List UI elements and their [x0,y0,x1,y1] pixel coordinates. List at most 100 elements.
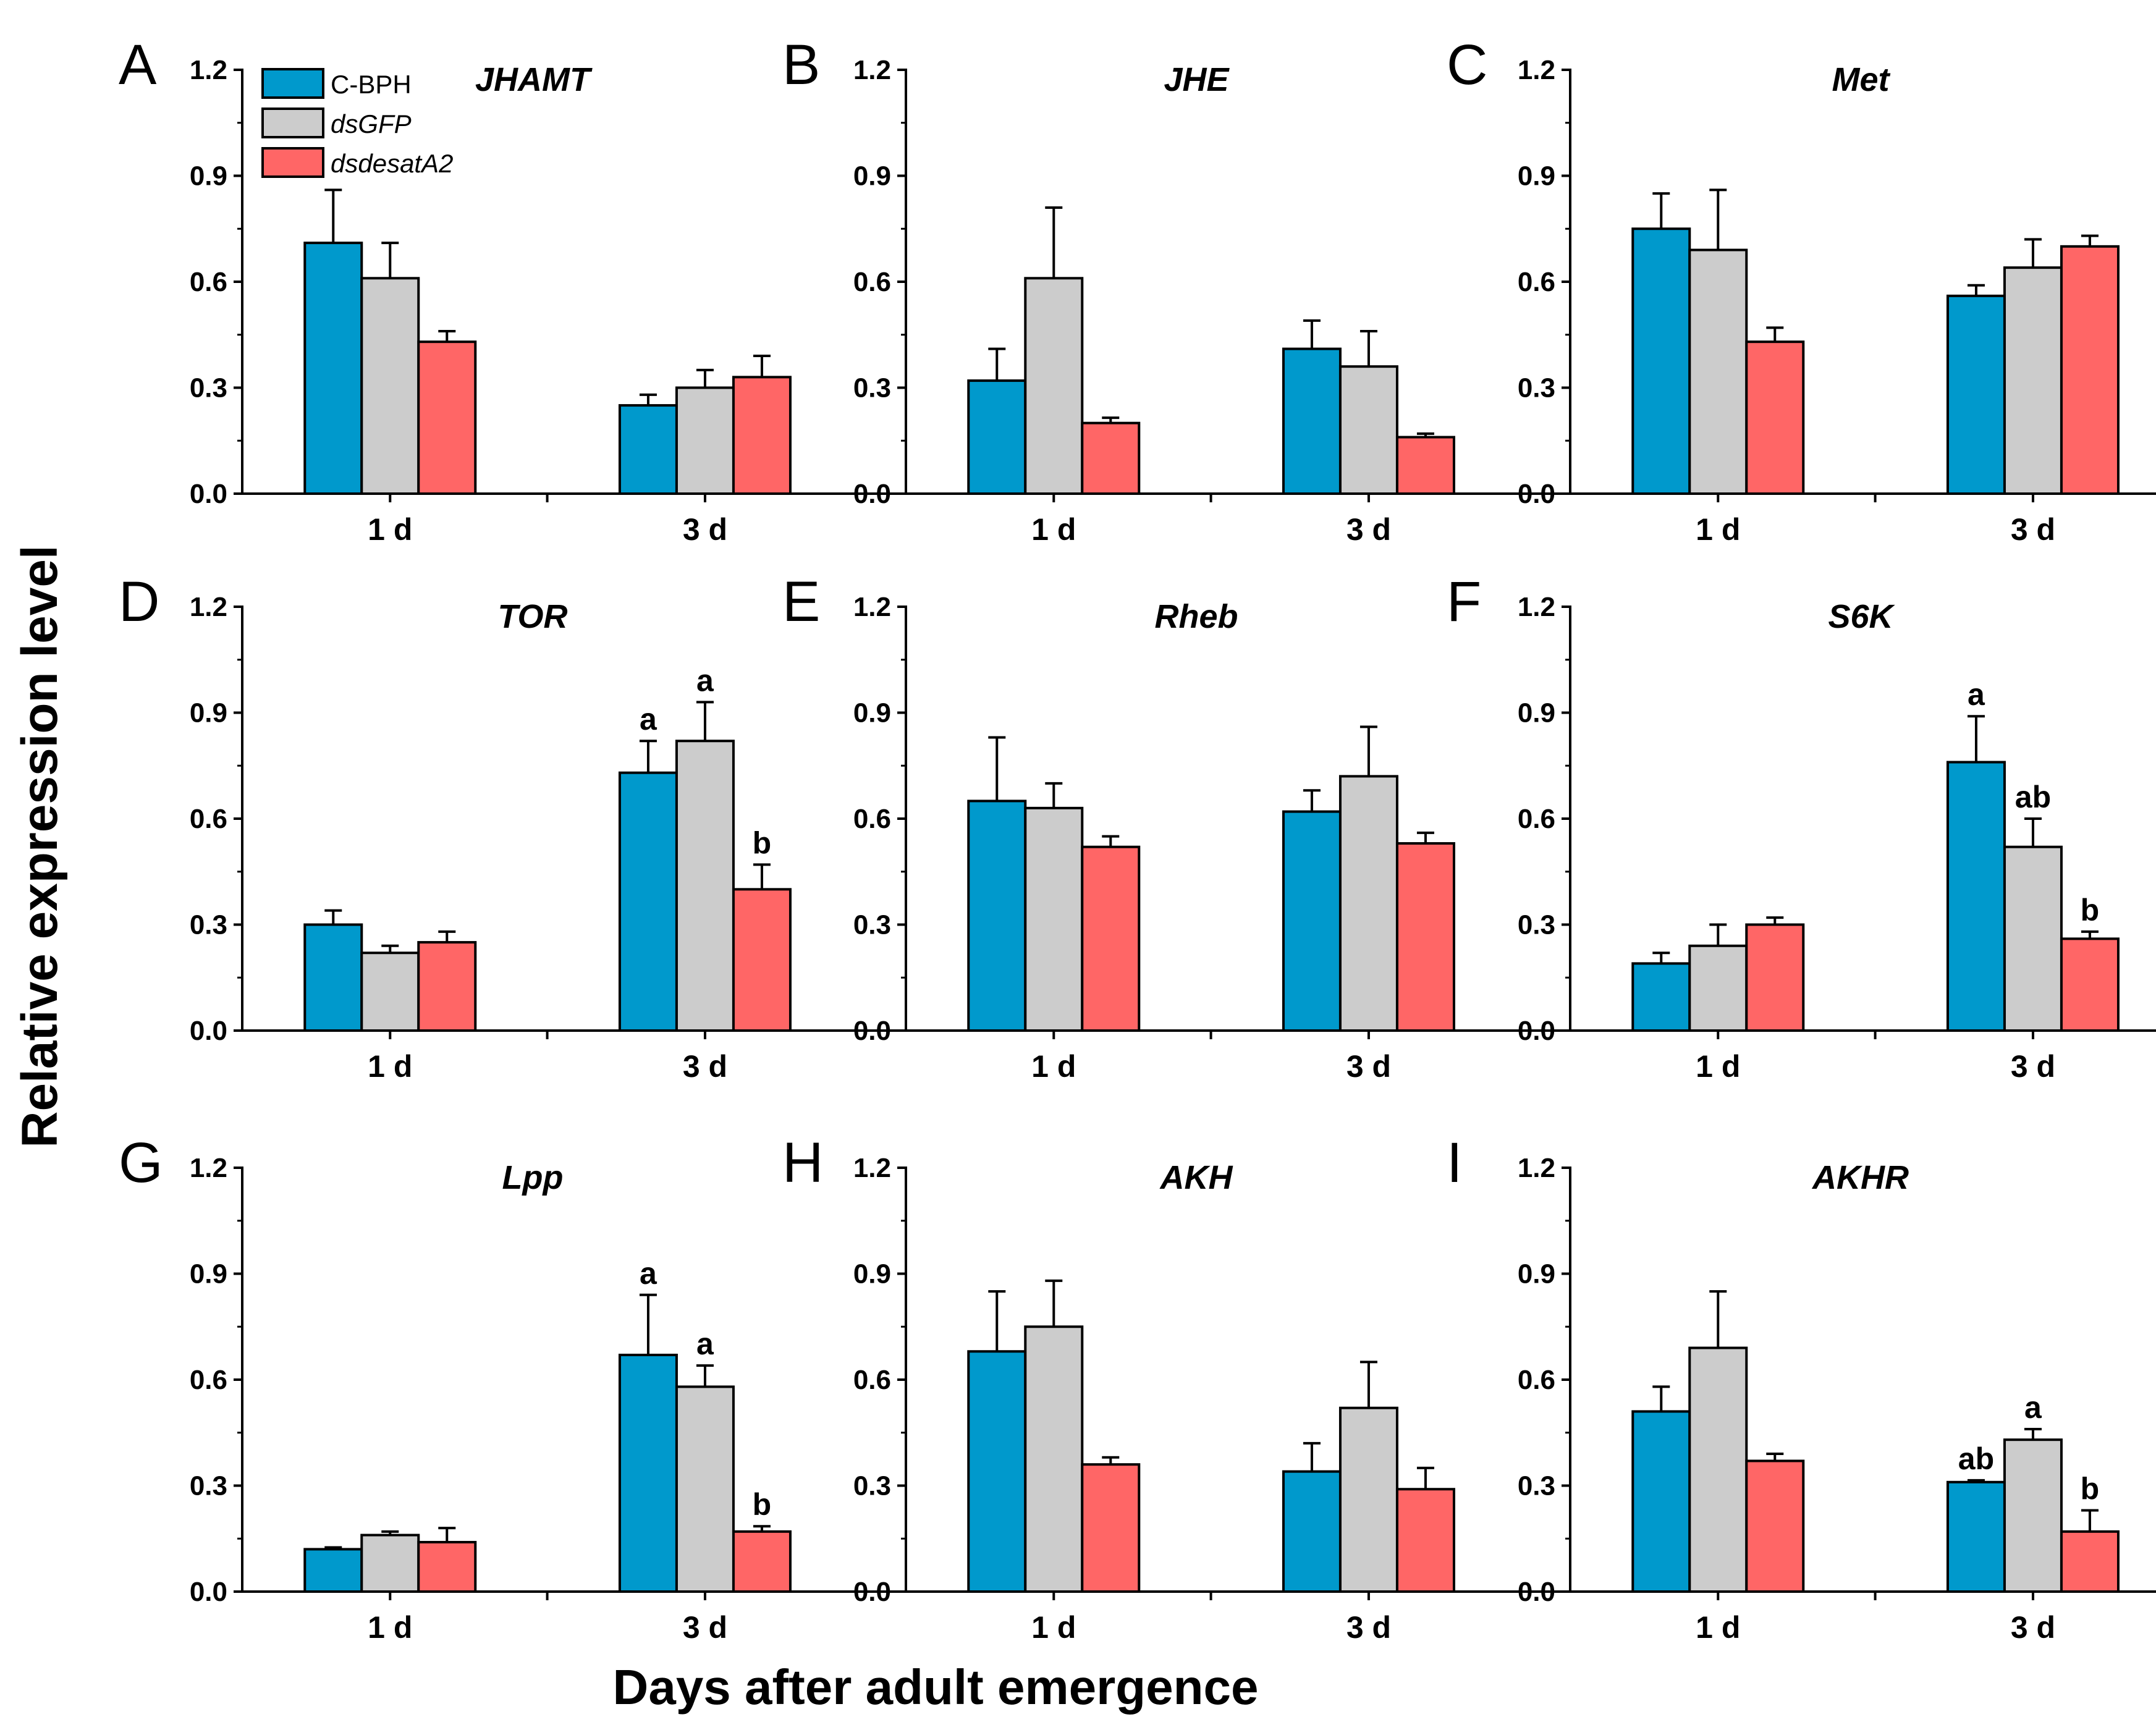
panel-title: JHE [1164,61,1230,98]
legend-label-dsdesata2: dsdesatA2 [331,149,453,178]
y-axis-title: Relative expression level [12,545,68,1147]
bar-dsdesata2-3-d [1395,436,1455,495]
bar-dsdesata2-3-d [2060,1530,2120,1593]
significance-label: a [1968,677,1985,712]
bar-dsdesata2-1-d [1081,845,1141,1032]
y-tick-label: 1.2 [1518,1153,1555,1183]
bar-dsdesata2-1-d [417,340,477,496]
panel-letter: I [1447,1131,1463,1194]
panels: A JHAMT 1 d 3 d 0.0 0.3 0.6 0.9 1.2 B JHE 1 d 3 d 0.0… [119,33,2156,1645]
bar-dsgfp-3-d [1338,1406,1398,1593]
bar-dsdesata2-1-d [417,941,477,1032]
bar-dsgfp-3-d [675,386,735,495]
y-tick-label: 0.3 [190,373,227,403]
category-label: 3 d [2011,512,2055,547]
bar-dsgfp-1-d [1024,806,1084,1032]
legend-swatch-dsgfp [261,108,324,138]
bar-dsgfp-3-d [1338,365,1398,496]
bar-c-bph-3-d [1946,1480,2006,1593]
legend: C-BPH dsGFP dsdesatA2 [261,68,453,178]
bar-dsgfp-1-d [1024,277,1084,495]
y-tick-label: 0.9 [853,698,891,728]
bar-dsgfp-3-d [1338,775,1398,1032]
category-label: 3 d [683,1049,727,1084]
significance-label: b [753,825,772,860]
bar-dsdesata2-3-d [732,888,792,1032]
legend-label-dsgfp: dsGFP [331,109,412,138]
significance-label: a [640,702,657,736]
y-tick-label: 0.6 [1518,804,1555,834]
y-tick-label: 0.0 [853,1016,891,1046]
bar-dsgfp-3-d [675,740,735,1032]
panel-g: G Lpp 1 d a a b 3 d 0.0 0.3 0.6 0.9 1.2 [119,1131,905,1645]
bar-c-bph-3-d [1282,1470,1342,1593]
bar-dsgfp-1-d [1688,248,1748,495]
y-tick-label: 1.2 [190,55,227,85]
bar-dsdesata2-1-d [1081,421,1141,496]
y-tick-label: 1.2 [853,1153,891,1183]
bar-dsgfp-3-d [675,1385,735,1593]
panel-title: S6K [1828,598,1895,635]
category-label: 3 d [683,1610,727,1645]
significance-label: b [753,1487,772,1522]
y-tick-label: 1.2 [190,1153,227,1183]
y-tick-label: 1.2 [853,592,891,622]
y-tick-label: 0.3 [853,910,891,940]
y-tick-label: 0.0 [1518,1016,1555,1046]
panel-c: C Met 1 d 3 d 0.0 0.3 0.6 0.9 1.2 [1447,33,2156,547]
bar-dsdesata2-3-d [732,376,792,495]
category-label: 1 d [1696,1610,1740,1645]
category-label: 1 d [1031,512,1076,547]
panel-a: A JHAMT 1 d 3 d 0.0 0.3 0.6 0.9 1.2 [119,33,905,547]
bar-dsdesata2-1-d [1745,1459,1805,1593]
y-tick-label: 0.6 [853,804,891,834]
panel-f: F S6K 1 d a ab b 3 d 0.0 0.3 0.6 0.9 1.2 [1447,570,2156,1084]
bar-c-bph-1-d [967,800,1027,1032]
y-tick-label: 0.0 [190,479,227,509]
y-tick-label: 0.0 [190,1016,227,1046]
legend-swatch-c-bph [261,68,324,99]
y-tick-label: 0.6 [190,267,227,297]
y-tick-label: 0.6 [190,1365,227,1395]
panel-d: D TOR 1 d a a b 3 d 0.0 0.3 0.6 0.9 1.2 [119,570,905,1084]
bar-dsdesata2-3-d [1395,1488,1455,1593]
bar-c-bph-1-d [967,1350,1027,1593]
category-label: 1 d [1031,1049,1076,1084]
panel-letter: D [119,570,159,633]
bar-c-bph-1-d [1631,962,1691,1032]
y-tick-label: 1.2 [1518,55,1555,85]
bar-dsdesata2-1-d [1081,1463,1141,1593]
panel-title: Met [1832,61,1891,98]
significance-label: b [2081,1472,2100,1506]
y-tick-label: 0.9 [190,1259,227,1289]
significance-label: ab [1958,1441,1994,1476]
panel-letter: H [782,1131,823,1194]
y-tick-label: 0.3 [1518,910,1555,940]
panel-letter: F [1447,570,1481,633]
legend-swatch-dsdesata2 [261,147,324,178]
y-tick-label: 0.3 [1518,1471,1555,1501]
y-tick-label: 1.2 [1518,592,1555,622]
bar-dsdesata2-1-d [1745,923,1805,1032]
bar-c-bph-3-d [618,1353,678,1593]
bar-dsgfp-3-d [2003,266,2063,495]
bar-dsdesata2-3-d [732,1530,792,1593]
y-tick-label: 0.6 [853,1365,891,1395]
significance-label: ab [2015,780,2051,814]
panel-title: Rheb [1155,598,1238,635]
category-label: 1 d [368,1610,412,1645]
significance-label: a [2024,1390,2042,1425]
y-tick-label: 0.3 [190,1471,227,1501]
panel-title: AKH [1159,1159,1233,1196]
y-tick-label: 0.3 [1518,373,1555,403]
y-tick-label: 0.9 [190,698,227,728]
y-tick-label: 0.6 [1518,267,1555,297]
bar-dsgfp-1-d [360,277,420,495]
y-tick-label: 0.9 [1518,698,1555,728]
significance-label: a [696,1327,714,1361]
bar-c-bph-3-d [618,404,678,495]
category-label: 1 d [1696,512,1740,547]
y-tick-label: 0.0 [190,1577,227,1607]
bar-dsgfp-1-d [1024,1325,1084,1593]
bar-dsgfp-3-d [2003,845,2063,1032]
